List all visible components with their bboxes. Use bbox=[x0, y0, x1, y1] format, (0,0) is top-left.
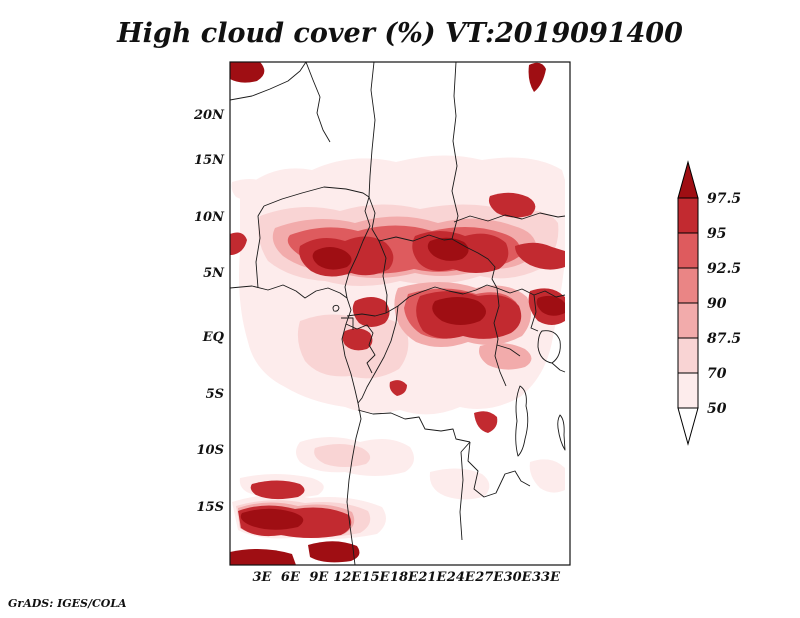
country-border bbox=[515, 385, 529, 457]
cloud-region bbox=[250, 480, 305, 500]
cloud-region bbox=[432, 297, 487, 325]
cloud-region bbox=[240, 508, 304, 530]
cloud-region bbox=[230, 548, 296, 565]
lat-tick-label: 5N bbox=[203, 266, 225, 281]
lon-tick-label: 15E bbox=[362, 570, 391, 585]
cloud-region bbox=[230, 62, 265, 83]
lon-tick-label: 3E bbox=[253, 570, 273, 585]
country-border bbox=[368, 62, 376, 198]
lon-tick-label: 30E bbox=[504, 570, 533, 585]
country-border bbox=[557, 414, 566, 451]
country-border bbox=[467, 441, 531, 498]
cloud-region bbox=[529, 459, 565, 493]
country-border bbox=[230, 284, 362, 565]
country-border bbox=[263, 186, 370, 207]
country-border bbox=[496, 344, 521, 357]
country-borders bbox=[230, 62, 566, 565]
country-border bbox=[530, 294, 539, 332]
colorbar-segment bbox=[677, 267, 699, 304]
lat-tick-label: EQ bbox=[202, 330, 225, 345]
country-border bbox=[459, 441, 471, 541]
country-border bbox=[451, 238, 498, 289]
cloud-region bbox=[312, 247, 352, 270]
cloud-region bbox=[230, 232, 247, 255]
lat-tick-label: 10N bbox=[194, 210, 225, 225]
map-frame bbox=[229, 61, 571, 566]
country-border bbox=[357, 409, 471, 443]
cloud-region bbox=[479, 343, 532, 370]
lon-tick-label: 33E bbox=[532, 570, 561, 585]
cloud-region bbox=[342, 328, 373, 351]
cloud-region bbox=[429, 468, 490, 500]
latitude-axis-labels: 20N 15N 10N 5N EQ 5S 10S 15S bbox=[193, 108, 225, 515]
cloud-region bbox=[427, 237, 469, 261]
colorbar-label: 70 bbox=[707, 366, 727, 382]
country-border bbox=[255, 205, 265, 289]
country-border bbox=[332, 304, 340, 312]
cloud-region bbox=[352, 297, 390, 327]
colorbar-arrow-bottom bbox=[677, 407, 699, 446]
cloud-region bbox=[528, 62, 546, 92]
page-title: High cloud cover (%) VT:2019091400 bbox=[116, 18, 683, 49]
longitude-axis-labels: 3E 6E 9E 12E 15E 18E 21E 24E 27E 30E 33E bbox=[253, 570, 562, 585]
cloud-region bbox=[488, 192, 536, 218]
lon-tick-label: 6E bbox=[281, 570, 301, 585]
colorbar-segment bbox=[677, 197, 699, 234]
lon-tick-label: 18E bbox=[390, 570, 419, 585]
country-border bbox=[493, 287, 507, 387]
colorbar-arrow-top bbox=[677, 160, 699, 199]
country-border bbox=[345, 323, 376, 374]
grads-credit: GrADS: IGES/COLA bbox=[8, 597, 127, 610]
colorbar-label: 92.5 bbox=[707, 261, 741, 277]
cloud-region bbox=[314, 444, 371, 467]
colorbar-segment bbox=[677, 372, 699, 409]
country-border bbox=[453, 212, 566, 223]
cloud-region bbox=[515, 242, 565, 270]
country-border bbox=[451, 62, 459, 240]
country-border bbox=[385, 284, 498, 314]
country-border bbox=[357, 305, 399, 404]
lon-tick-label: 9E bbox=[309, 570, 329, 585]
lat-tick-label: 15N bbox=[194, 153, 225, 168]
lon-tick-label: 24E bbox=[446, 570, 476, 585]
cloud-region bbox=[536, 295, 565, 316]
lat-tick-label: 10S bbox=[197, 443, 224, 458]
colorbar-label: 97.5 bbox=[707, 191, 741, 207]
country-border bbox=[346, 240, 388, 317]
colorbar-legend: 97.5 95 92.5 90 87.5 70 50 bbox=[677, 160, 741, 446]
country-border bbox=[305, 62, 331, 143]
colorbar-label: 50 bbox=[707, 401, 727, 417]
cloud-region bbox=[231, 179, 270, 201]
colorbar-label: 95 bbox=[707, 226, 726, 242]
colorbar-segment bbox=[677, 232, 699, 269]
lat-tick-label: 5S bbox=[206, 387, 224, 402]
cloud-region bbox=[389, 380, 407, 396]
country-border bbox=[551, 362, 566, 373]
country-border bbox=[230, 62, 307, 101]
cloud-region bbox=[474, 411, 498, 433]
colorbar-segment bbox=[677, 337, 699, 374]
country-border bbox=[368, 196, 453, 242]
lon-tick-label: 21E bbox=[417, 570, 447, 585]
colorbar-segment bbox=[677, 302, 699, 339]
colorbar-label: 87.5 bbox=[707, 331, 741, 347]
lat-tick-label: 15S bbox=[197, 500, 224, 515]
cloud-region bbox=[308, 541, 360, 563]
country-border bbox=[341, 317, 354, 330]
lat-tick-label: 20N bbox=[193, 108, 225, 123]
country-border bbox=[344, 196, 371, 299]
lon-tick-label: 27E bbox=[474, 570, 504, 585]
lon-tick-label: 12E bbox=[333, 570, 362, 585]
colorbar-label: 90 bbox=[707, 296, 727, 312]
